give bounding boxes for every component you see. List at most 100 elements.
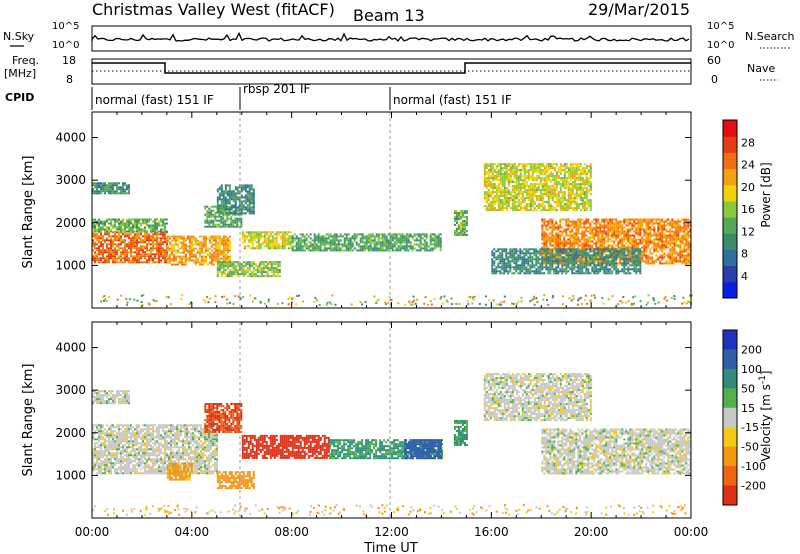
data-cell xyxy=(224,225,227,228)
data-cell xyxy=(645,260,648,263)
data-cell xyxy=(102,184,104,187)
data-cell xyxy=(395,247,398,250)
data-cell xyxy=(333,239,336,242)
data-cell xyxy=(647,238,650,241)
data-cell xyxy=(144,228,146,231)
data-cell xyxy=(248,208,251,211)
data-cell xyxy=(565,185,568,188)
data-cell xyxy=(150,253,152,256)
data-cell xyxy=(679,246,682,249)
data-cell xyxy=(343,233,346,236)
data-cell xyxy=(493,268,496,271)
data-cell xyxy=(210,245,213,248)
data-cell xyxy=(593,222,596,225)
data-cell xyxy=(262,265,265,268)
data-cell xyxy=(491,163,494,166)
data-cell xyxy=(218,204,221,207)
data-cell xyxy=(429,241,432,244)
data-cell xyxy=(527,177,530,180)
data-cell xyxy=(677,246,680,249)
data-cell xyxy=(683,228,686,231)
data-cell xyxy=(607,218,610,221)
data-cell xyxy=(242,261,245,264)
data-cell xyxy=(361,237,364,240)
data-cell xyxy=(513,205,516,208)
data-cell xyxy=(675,220,678,223)
data-cell xyxy=(208,261,211,264)
data-cell xyxy=(681,252,684,255)
data-cell xyxy=(583,236,586,239)
data-cell xyxy=(459,216,462,218)
data-cell xyxy=(272,271,275,274)
data-cell xyxy=(523,183,526,186)
data-cell xyxy=(240,263,243,266)
data-cell xyxy=(222,269,225,272)
data-cell xyxy=(198,235,201,238)
data-cell xyxy=(158,237,160,240)
data-cell xyxy=(395,237,398,240)
data-cell xyxy=(403,247,406,250)
data-cell xyxy=(190,255,193,258)
data-cell xyxy=(651,220,654,223)
data-cell xyxy=(299,249,302,252)
data-cell xyxy=(549,220,552,223)
data-cell xyxy=(567,224,570,227)
data-cell xyxy=(523,171,526,174)
data-cell xyxy=(222,265,225,268)
data-cell xyxy=(254,269,257,272)
data-cell xyxy=(240,194,243,197)
data-cell xyxy=(130,247,132,250)
data-cell xyxy=(144,257,146,260)
data-cell xyxy=(567,167,570,170)
data-cell xyxy=(250,200,253,203)
data-cell xyxy=(491,207,494,210)
data-cell xyxy=(543,238,546,241)
data-cell xyxy=(323,245,326,248)
data-cell xyxy=(122,247,124,250)
data-cell xyxy=(489,183,492,186)
data-cell xyxy=(236,269,239,272)
data-cell xyxy=(557,169,560,172)
data-cell xyxy=(549,189,552,192)
data-cell xyxy=(611,250,614,253)
data-cell xyxy=(483,167,486,170)
data-cell xyxy=(94,259,96,262)
data-cell xyxy=(130,243,132,246)
data-cell xyxy=(609,246,612,249)
data-cell xyxy=(569,205,572,208)
data-cell xyxy=(112,251,114,254)
data-cell xyxy=(689,240,692,243)
data-cell xyxy=(499,248,502,251)
data-cell xyxy=(569,207,572,210)
data-cell xyxy=(278,265,281,268)
data-cell xyxy=(673,248,676,251)
data-cell xyxy=(425,233,428,236)
data-cell xyxy=(228,247,231,250)
data-cell xyxy=(519,209,522,212)
data-cell xyxy=(557,181,560,184)
data-cell xyxy=(321,239,324,242)
data-cell xyxy=(551,220,554,223)
data-cell xyxy=(218,243,221,246)
data-cell xyxy=(164,224,166,227)
data-cell xyxy=(563,230,566,233)
data-cell xyxy=(184,255,187,258)
data-cell xyxy=(531,189,534,192)
data-cell xyxy=(228,273,231,276)
data-cell xyxy=(505,197,508,200)
data-cell xyxy=(238,217,241,220)
data-cell xyxy=(230,265,233,268)
data-cell xyxy=(589,185,592,188)
data-cell xyxy=(565,199,568,202)
data-cell xyxy=(507,191,510,194)
data-cell xyxy=(170,249,173,252)
data-cell xyxy=(683,260,686,263)
data-cell xyxy=(509,169,512,172)
data-cell xyxy=(228,200,231,203)
data-cell xyxy=(405,239,408,242)
data-cell xyxy=(108,222,110,225)
data-cell xyxy=(581,242,584,245)
data-cell xyxy=(154,228,156,231)
data-cell xyxy=(655,254,658,257)
data-cell xyxy=(587,169,590,172)
